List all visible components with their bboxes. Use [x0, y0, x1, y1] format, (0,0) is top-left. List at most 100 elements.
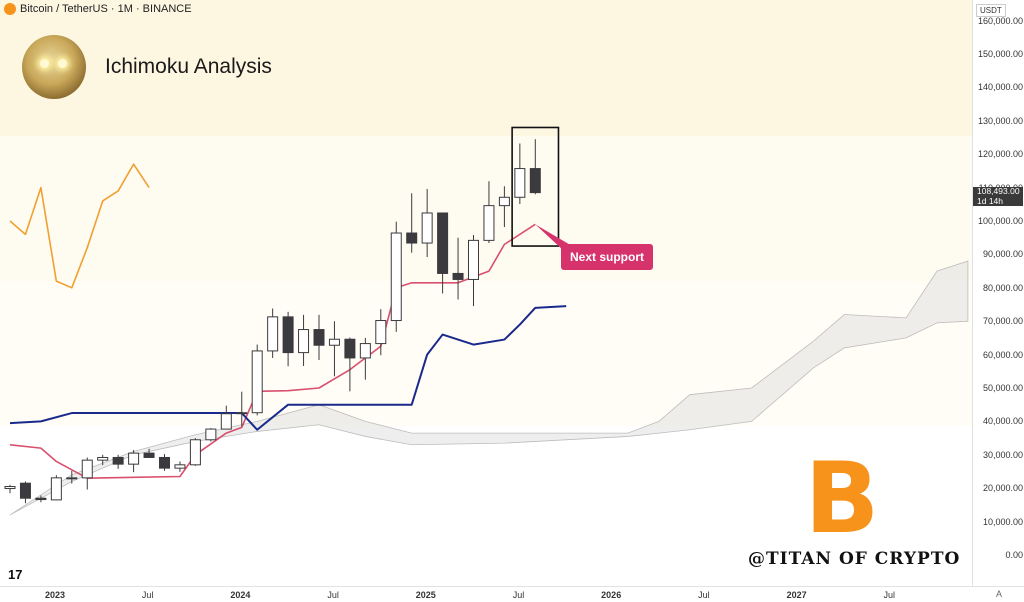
- tradingview-logo-icon[interactable]: 17: [8, 567, 23, 582]
- candle: [4, 484, 16, 494]
- y-tick-label: 130,000.00: [977, 115, 1023, 126]
- candle-body: [406, 232, 418, 244]
- y-tick-label: 140,000.00: [977, 82, 1023, 93]
- candle-body: [251, 350, 263, 414]
- candle-body: [174, 464, 186, 469]
- candle: [344, 337, 356, 392]
- price-chart[interactable]: B: [0, 0, 972, 586]
- bar-countdown: 1d 14h: [977, 195, 1003, 206]
- candle: [529, 139, 541, 195]
- y-tick-label: 60,000.00: [982, 349, 1023, 360]
- candle-body: [282, 316, 294, 354]
- candle-body: [66, 477, 78, 480]
- avatar: [22, 35, 86, 99]
- y-tick-label: 0.00: [1005, 550, 1023, 560]
- candle-body: [220, 413, 232, 430]
- x-tick-label: Jul: [883, 590, 896, 600]
- candle: [390, 221, 402, 332]
- ichimoku-cloud: [9, 260, 969, 516]
- price-axis[interactable]: 160,000.00 150,000.00 140,000.00 130,000.00…: [972, 0, 1024, 586]
- symbol-label: Bitcoin / TetherUS · 1M · BINANCE: [20, 3, 192, 15]
- candle-body: [298, 329, 310, 354]
- candle: [452, 237, 464, 300]
- cloud-fill: [9, 260, 969, 516]
- candle-body: [437, 212, 449, 274]
- candle: [66, 470, 78, 484]
- candle: [514, 143, 526, 204]
- candle: [97, 454, 109, 466]
- candle: [174, 461, 186, 472]
- time-axis[interactable]: 2023 Jul 2024 Jul 2025 Jul 2026 Jul 2027 Jul: [0, 586, 1024, 602]
- y-tick-label: 10,000.00: [982, 516, 1023, 527]
- candle-body: [344, 338, 356, 359]
- symbol-header[interactable]: Bitcoin / TetherUS · 1M · BINANCE: [4, 3, 192, 15]
- candle-body: [390, 232, 402, 322]
- candle: [143, 448, 155, 458]
- y-tick-label: 150,000.00: [977, 49, 1023, 59]
- candle: [282, 311, 294, 367]
- x-tick-label: 2026: [601, 590, 622, 600]
- x-tick-label: Jul: [327, 590, 339, 600]
- candle-body: [452, 272, 464, 280]
- candle: [19, 481, 31, 504]
- upper-background-band: [0, 0, 972, 136]
- candle-body: [483, 205, 495, 241]
- candle: [421, 188, 433, 258]
- y-tick-label: 40,000.00: [982, 416, 1023, 427]
- y-tick-label: 30,000.00: [982, 449, 1023, 460]
- x-tick-label: 2024: [230, 590, 251, 600]
- candle-body: [375, 320, 387, 345]
- y-tick-label: 100,000.00: [977, 216, 1023, 226]
- base-line: [9, 305, 567, 431]
- y-tick-label: 120,000.00: [977, 149, 1023, 160]
- candle: [159, 454, 170, 471]
- highlight-box: [511, 126, 560, 247]
- y-tick-label: 70,000.00: [982, 316, 1023, 327]
- candle-body: [189, 439, 201, 466]
- lower-background-band: [0, 281, 972, 426]
- x-tick-label: 2027: [786, 590, 807, 600]
- candle-body: [498, 196, 510, 207]
- highlight-box-layer: [511, 126, 570, 251]
- candle-body: [50, 477, 62, 501]
- candle-body: [359, 343, 371, 359]
- candle-body: [128, 452, 140, 465]
- y-tick-label: 20,000.00: [982, 483, 1023, 494]
- candle: [205, 428, 217, 442]
- bitcoin-logo-letter: B: [805, 442, 880, 556]
- bitcoin-icon: [4, 3, 16, 15]
- candle: [236, 391, 248, 427]
- candle-body: [81, 459, 93, 479]
- bitcoin-logo-icon: B: [805, 442, 880, 556]
- candle: [35, 495, 47, 503]
- x-tick-label: Jul: [698, 590, 710, 600]
- candle-body: [143, 452, 155, 458]
- y-tick-label: 50,000.00: [982, 383, 1023, 393]
- candle-body: [514, 168, 526, 198]
- candle: [359, 337, 371, 380]
- candle: [189, 438, 201, 466]
- currency-selector[interactable]: USDT: [976, 4, 1006, 17]
- candle-body: [529, 168, 541, 194]
- candle: [251, 344, 263, 416]
- candle-body: [19, 482, 31, 499]
- candle: [375, 309, 387, 356]
- candle-body: [4, 486, 16, 490]
- candle-body: [205, 428, 217, 441]
- candle: [128, 450, 140, 473]
- candle: [498, 186, 510, 228]
- y-tick-label: 160,000.00: [977, 15, 1023, 26]
- title-block: Ichimoku Analysis: [22, 35, 272, 99]
- y-tick-label: 90,000.00: [982, 249, 1023, 260]
- candle: [298, 314, 310, 366]
- candle-body: [236, 412, 248, 415]
- last-price-tag: 108,493.00 1d 14h: [973, 186, 1023, 206]
- candle: [328, 321, 340, 377]
- auto-scale-button[interactable]: A: [996, 589, 1003, 599]
- annotation-pointer: [535, 224, 570, 251]
- candle-body: [313, 329, 325, 346]
- x-tick-label: 2023: [44, 590, 66, 600]
- candle-body: [35, 497, 47, 501]
- candle: [81, 457, 93, 490]
- last-price-value: 108,493.00: [977, 186, 1020, 196]
